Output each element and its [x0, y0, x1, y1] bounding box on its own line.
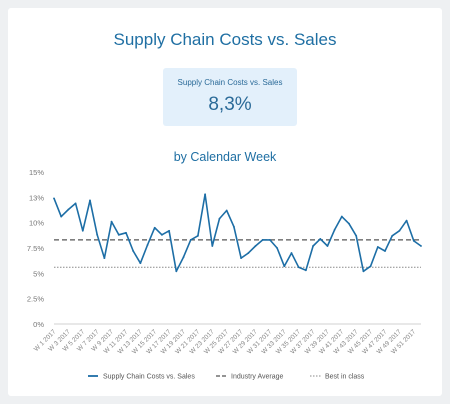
data-point	[405, 219, 408, 222]
data-point	[283, 265, 286, 268]
data-point	[326, 245, 329, 247]
data-point	[276, 247, 278, 249]
data-point	[312, 245, 314, 247]
y-tick-label: 10%	[29, 219, 44, 228]
data-point	[369, 265, 372, 268]
y-tick-label: 5%	[33, 269, 44, 278]
y-tick-label: 15%	[29, 168, 44, 177]
data-point	[74, 202, 77, 205]
data-point	[182, 256, 185, 259]
data-point	[348, 222, 350, 225]
data-point	[197, 234, 199, 237]
data-point	[81, 229, 84, 232]
data-point	[175, 270, 178, 273]
data-point	[89, 199, 91, 202]
data-point	[319, 237, 322, 240]
legend-label: Industry Average	[231, 374, 284, 381]
y-tick-label: 0%	[33, 320, 44, 329]
data-point	[96, 233, 99, 236]
dashboard-title: Supply Chain Costs vs. Sales	[113, 30, 337, 49]
data-point	[391, 234, 394, 237]
data-point	[110, 220, 113, 223]
data-point	[189, 238, 192, 241]
data-point	[139, 262, 142, 265]
chart-title: by Calendar Week	[173, 150, 277, 164]
data-point	[384, 250, 386, 252]
data-point	[225, 209, 228, 212]
y-tick-label: 7.5%	[27, 244, 44, 253]
data-point	[355, 234, 358, 237]
data-point	[362, 270, 365, 273]
data-point	[376, 246, 379, 248]
data-point	[290, 252, 293, 254]
data-point	[67, 208, 70, 211]
legend-label: Supply Chain Costs vs. Sales	[103, 374, 195, 381]
data-point	[304, 269, 307, 272]
legend-label: Best in class	[325, 374, 365, 381]
y-tick-label: 13%	[29, 193, 44, 202]
data-point	[125, 231, 127, 234]
data-point	[168, 229, 171, 232]
data-point	[412, 240, 415, 242]
data-point	[333, 228, 336, 231]
data-point	[161, 233, 163, 236]
data-point	[117, 233, 120, 236]
data-point	[261, 238, 264, 241]
data-point	[268, 238, 271, 241]
series-line-supply-chain-costs	[53, 193, 422, 273]
data-point	[211, 245, 214, 247]
data-point	[340, 215, 343, 218]
data-point	[218, 217, 221, 220]
data-point	[153, 226, 156, 229]
data-point	[420, 245, 422, 247]
data-point	[254, 245, 257, 247]
kpi-label: Supply Chain Costs vs. Sales	[177, 78, 283, 87]
data-point	[247, 252, 250, 254]
data-point	[53, 197, 55, 200]
data-point	[297, 266, 300, 269]
dashboard-card: Supply Chain Costs vs. Sales Supply Chai…	[8, 8, 442, 396]
kpi-box: Supply Chain Costs vs. Sales 8,3%	[163, 68, 297, 126]
data-point	[240, 257, 242, 260]
kpi-value: 8,3%	[208, 94, 252, 115]
data-point	[398, 229, 401, 232]
data-point	[60, 215, 63, 218]
data-point	[103, 257, 106, 260]
y-tick-label: 2.5%	[27, 295, 44, 304]
data-point	[204, 193, 207, 196]
data-point	[146, 244, 149, 246]
data-point	[132, 250, 135, 252]
data-point	[233, 225, 235, 228]
